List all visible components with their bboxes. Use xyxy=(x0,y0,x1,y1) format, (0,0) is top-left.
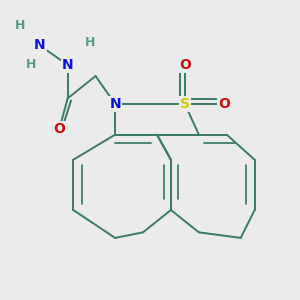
Text: O: O xyxy=(218,97,230,111)
Text: O: O xyxy=(179,58,191,72)
Text: N: N xyxy=(62,58,74,72)
Text: H: H xyxy=(26,58,37,71)
Text: N: N xyxy=(109,97,121,111)
Text: N: N xyxy=(34,38,46,52)
Text: S: S xyxy=(180,97,190,111)
Text: H: H xyxy=(85,36,95,49)
Text: H: H xyxy=(15,19,26,32)
Text: O: O xyxy=(53,122,65,136)
